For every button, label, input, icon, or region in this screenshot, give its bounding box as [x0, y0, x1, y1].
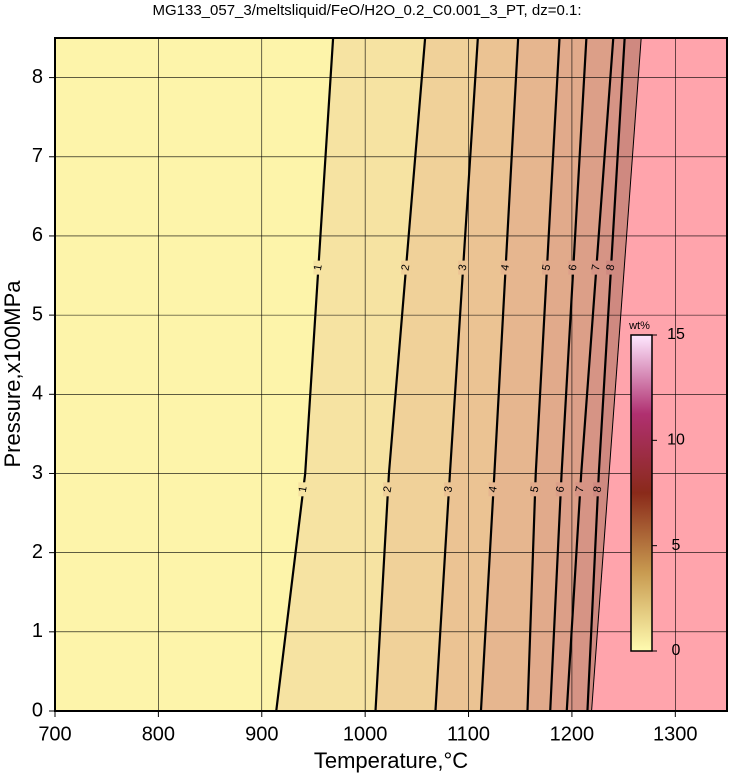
- contour-band: [550, 38, 614, 711]
- boundary-line: [591, 38, 642, 711]
- contour-label: 1: [297, 485, 310, 493]
- contour-line: [374, 38, 427, 711]
- y-tick-label: 3: [32, 462, 43, 484]
- y-tick-label: 7: [32, 145, 43, 167]
- x-axis-label: Temperature,°C: [314, 748, 468, 773]
- chart-title: MG133_057_3/meltsliquid/FeO/H2O_0.2_C0.0…: [152, 2, 581, 19]
- y-tick-label: 0: [32, 699, 43, 721]
- contour-label-bg: [313, 260, 324, 275]
- contour-label: 5: [529, 485, 542, 493]
- contour-label-bg: [575, 482, 586, 497]
- contour-line: [479, 38, 520, 711]
- contour-label: 3: [457, 264, 470, 272]
- y-axis-label: Pressure,x100MPa: [0, 280, 25, 468]
- contour-band: [587, 38, 642, 711]
- contour-label-bg: [591, 260, 602, 275]
- x-tick-label: 1000: [343, 723, 388, 745]
- x-tick-label: 1200: [550, 723, 595, 745]
- contour-band: [435, 38, 519, 711]
- contour-label-bg: [530, 482, 541, 497]
- x-tick-label: 900: [245, 723, 278, 745]
- contour-label: 2: [382, 485, 395, 493]
- colorbar-tick-label: 10: [667, 432, 685, 449]
- x-tick-label: 800: [142, 723, 175, 745]
- plot-frame: [54, 37, 728, 712]
- contour-band: [375, 38, 478, 711]
- contour-label-bg: [401, 260, 412, 275]
- y-tick-label: 2: [32, 541, 43, 563]
- contour-label-bg: [443, 482, 454, 497]
- contour-line: [565, 38, 615, 711]
- contour-label-bg: [593, 482, 604, 497]
- contour-line: [586, 38, 626, 711]
- contour-label-bg: [541, 260, 552, 275]
- contour-label: 6: [567, 264, 580, 272]
- contour-label: 4: [487, 485, 500, 493]
- contour-band: [276, 38, 426, 711]
- y-tick-label: 4: [32, 383, 43, 405]
- contour-label-bg: [555, 482, 566, 497]
- contour-label: 2: [400, 264, 413, 272]
- contour-label-bg: [488, 482, 499, 497]
- contour-label: 1: [312, 264, 325, 272]
- contour-label: 8: [592, 485, 605, 493]
- x-tick-label: 700: [38, 723, 71, 745]
- contour-band: [480, 38, 560, 711]
- contour-line: [275, 38, 335, 711]
- y-tick-label: 5: [32, 303, 43, 325]
- contour-label: 4: [499, 264, 512, 272]
- boundary-region: [591, 38, 727, 711]
- colorbar: [630, 334, 653, 652]
- contour-line: [434, 38, 479, 711]
- contour-label: 5: [540, 264, 553, 272]
- contour-label-bg: [568, 260, 579, 275]
- y-tick-label: 8: [32, 66, 43, 88]
- x-tick-label: 1100: [447, 723, 490, 745]
- contour-line: [526, 38, 561, 711]
- overlay: 700 800 900 1000 1100 1200 1300012345678wt%051…: [32, 37, 728, 745]
- colorbar-tick-label: 0: [672, 642, 681, 659]
- contour-label: 7: [590, 264, 603, 272]
- y-tick-label: 6: [32, 224, 43, 246]
- contour-label-bg: [606, 260, 617, 275]
- contour-label: 8: [604, 264, 617, 272]
- contour-label-bg: [298, 482, 309, 497]
- colorbar-tick-label: 5: [672, 537, 681, 554]
- contour-label: 7: [574, 485, 587, 493]
- contour-label-bg: [500, 260, 511, 275]
- contour-band: [566, 38, 625, 711]
- contour-label: 3: [442, 485, 455, 493]
- x-tick-label: 1300: [653, 723, 698, 745]
- colorbar-label: wt%: [628, 320, 650, 332]
- contour-line: [549, 38, 588, 711]
- contour-label-bg: [383, 482, 394, 497]
- colorbar-tick-label: 15: [667, 326, 685, 343]
- contour-label-bg: [458, 260, 469, 275]
- y-tick-label: 1: [32, 620, 43, 642]
- contour-label: 6: [554, 485, 567, 493]
